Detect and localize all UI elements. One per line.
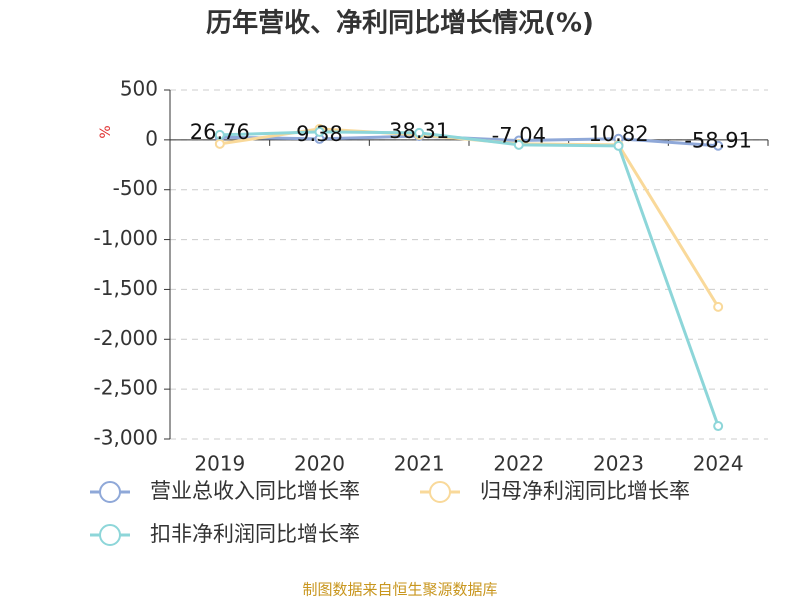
data-label: 10.82: [588, 122, 648, 146]
data-point: [713, 301, 724, 312]
x-tick-label: 2024: [693, 452, 744, 476]
x-tick-label: 2019: [194, 452, 245, 476]
y-tick-label: -1,000: [94, 226, 158, 250]
y-tick-label: -2,000: [94, 326, 158, 350]
y-tick-label: -1,500: [94, 276, 158, 300]
legend-label: 归母净利润同比增长率: [480, 479, 690, 503]
legend-marker: [99, 481, 121, 503]
chart-title: 历年营收、净利同比增长情况(%): [206, 8, 594, 39]
data-label: -7.04: [492, 124, 546, 148]
data-label: 38.31: [389, 119, 449, 143]
data-label: 26.76: [190, 120, 250, 144]
legend-label: 营业总收入同比增长率: [150, 479, 360, 503]
series-line: [219, 130, 720, 427]
y-tick-label: 0: [145, 126, 158, 150]
legend-marker: [429, 481, 451, 503]
legend-label: 扣非净利润同比增长率: [150, 522, 360, 546]
legend-marker: [99, 524, 121, 546]
data-point: [513, 139, 524, 150]
y-tick-label: -500: [113, 176, 158, 200]
y-tick-label: -2,500: [94, 376, 158, 400]
data-label: 9.38: [296, 122, 343, 146]
x-tick-label: 2021: [394, 452, 445, 476]
y-tick-label: -3,000: [94, 426, 158, 450]
data-point: [613, 140, 624, 151]
x-tick-label: 2020: [294, 452, 345, 476]
data-point: [314, 126, 325, 137]
data-label: -58.91: [684, 129, 752, 153]
y-tick-label: 500: [120, 77, 158, 101]
x-tick-label: 2023: [593, 452, 644, 476]
data-point: [713, 421, 724, 432]
data-point: [414, 127, 425, 138]
source-note: 制图数据来自恒生聚源数据库: [302, 581, 497, 599]
x-tick-label: 2022: [493, 452, 544, 476]
data-point: [214, 129, 225, 140]
y-axis-label: %: [98, 125, 114, 138]
data-point: [713, 140, 724, 151]
